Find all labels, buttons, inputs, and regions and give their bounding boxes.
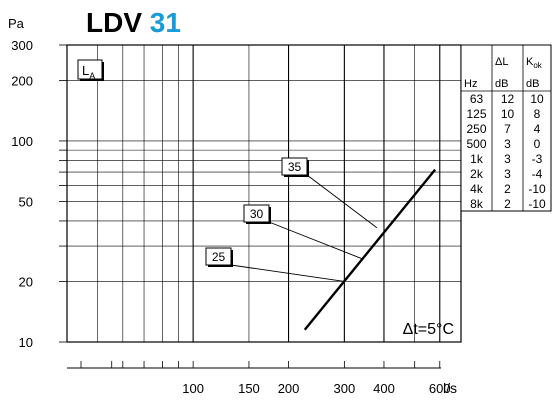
table-cell: -10 [528, 182, 546, 196]
table-cell: 500 [466, 137, 486, 151]
y-tick-label: 50 [19, 194, 33, 209]
table-cell: 3 [504, 152, 511, 166]
chart-title: LDV 31 [86, 7, 181, 38]
table-cell: -10 [528, 197, 546, 211]
table-cell: 2 [504, 197, 511, 211]
table-cell: -3 [532, 152, 543, 166]
table-cell: 8k [470, 197, 484, 211]
level-label-25-box [205, 247, 232, 266]
la-box [77, 59, 103, 80]
kok-main: K [526, 56, 534, 68]
la-label: LA [82, 63, 95, 81]
table-cell: 3 [504, 167, 511, 181]
delta-t-note: Δt=5°C [403, 321, 454, 338]
y-tick-label: 300 [11, 38, 33, 53]
table-header-hz: Hz [464, 78, 477, 90]
y-tick-label: 20 [19, 274, 33, 289]
table-cell: 2k [470, 167, 484, 181]
leader-line-25 [230, 264, 345, 282]
table-cell: 63 [470, 92, 484, 106]
table-cell: 250 [466, 122, 486, 136]
level-label-35: 35 [288, 160, 302, 174]
table-cell: 12 [501, 92, 515, 106]
table-cell: 125 [466, 107, 486, 121]
table-cell: 0 [534, 137, 541, 151]
level-label-25: 25 [212, 250, 226, 264]
y-tick-label: 100 [11, 134, 33, 149]
table-cell: 2 [504, 182, 511, 196]
table-header-unit-kok: dB [526, 78, 539, 90]
table-header-unit-dl: dB [495, 78, 508, 90]
table-cell: 10 [530, 92, 544, 106]
table-cell: 3 [504, 137, 511, 151]
table-cell: 7 [504, 122, 511, 136]
table-cell: 1k [470, 152, 484, 166]
x-axis-label: l/s [443, 380, 457, 396]
leader-line-30 [268, 221, 362, 259]
y-tick-label: 10 [19, 335, 33, 350]
kok-subscript: ok [533, 61, 542, 70]
level-label-30-box [243, 204, 270, 223]
level-label-30: 30 [250, 207, 264, 221]
x-tick-label: 200 [278, 381, 300, 396]
table-header-delta-l: ΔL [495, 56, 508, 68]
level-label-35-box [281, 157, 308, 176]
correction-table [460, 44, 552, 212]
x-tick-label: 300 [334, 381, 356, 396]
table-cell: -4 [532, 167, 543, 181]
y-tick-label: 200 [11, 73, 33, 88]
y-unit-label: Pa [8, 16, 25, 31]
title-size: 31 [150, 7, 181, 38]
series-line [303, 168, 437, 331]
table-cell: 8 [534, 107, 541, 121]
x-tick-label: 400 [373, 381, 395, 396]
table-cell: 4k [470, 182, 484, 196]
table-cell: 10 [501, 107, 515, 121]
table-header-kok: Kok [526, 56, 543, 70]
leader-line-35 [306, 174, 378, 229]
x-tick-label: 100 [182, 381, 204, 396]
la-text: L [82, 63, 89, 78]
title-model: LDV [86, 7, 150, 38]
x-tick-label: 600 [429, 381, 451, 396]
la-subscript: A [89, 71, 95, 81]
x-tick-label: 150 [238, 381, 260, 396]
table-cell: 4 [534, 122, 541, 136]
plot-frame [66, 44, 462, 343]
